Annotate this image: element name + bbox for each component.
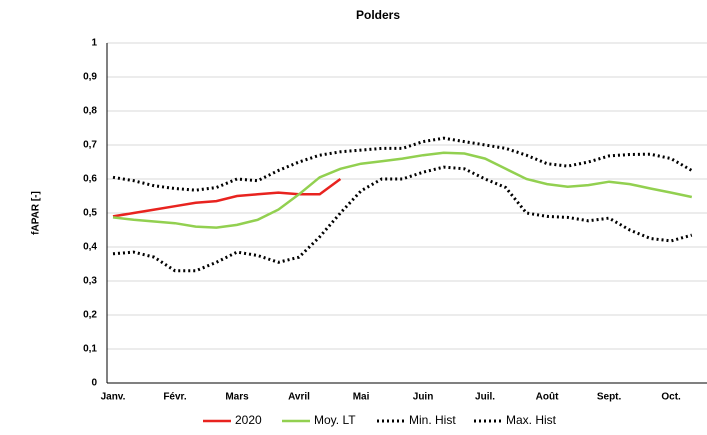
x-tick-label: Oct. xyxy=(661,392,681,403)
line-series xyxy=(112,177,342,218)
x-tick-label: Janv. xyxy=(101,392,126,403)
x-tick-label: Sept. xyxy=(597,392,622,403)
y-tick-label: 0,4 xyxy=(83,242,97,253)
legend-label: 2020 xyxy=(235,413,262,427)
legend-label: Moy. LT xyxy=(314,413,356,427)
y-tick-label: 0,9 xyxy=(83,72,97,83)
x-tick-label: Févr. xyxy=(163,392,187,403)
x-tick-label: Mai xyxy=(353,392,370,403)
y-tick-label: 0,2 xyxy=(83,310,97,321)
y-tick-label: 0,8 xyxy=(83,106,97,117)
y-tick-label: 0,5 xyxy=(83,208,97,219)
x-tick-label: Juil. xyxy=(475,392,495,403)
legend-label: Max. Hist xyxy=(506,413,557,427)
x-tick-label: Avril xyxy=(288,392,310,403)
legend-label: Min. Hist xyxy=(409,413,456,427)
y-tick-label: 1 xyxy=(91,38,97,49)
line-series xyxy=(112,151,693,229)
y-tick-label: 0,3 xyxy=(83,276,97,287)
x-tick-label: Août xyxy=(536,392,559,403)
x-tick-label: Mars xyxy=(225,392,249,403)
chart-title: Polders xyxy=(356,8,400,22)
y-axis-label: fAPAR [-] xyxy=(31,191,42,235)
y-tick-label: 0,1 xyxy=(83,344,97,355)
y-tick-label: 0,6 xyxy=(83,174,97,185)
line-series xyxy=(112,136,693,192)
y-tick-label: 0,7 xyxy=(83,140,97,151)
y-tick-label: 0 xyxy=(91,378,97,389)
x-tick-label: Juin xyxy=(413,392,434,403)
